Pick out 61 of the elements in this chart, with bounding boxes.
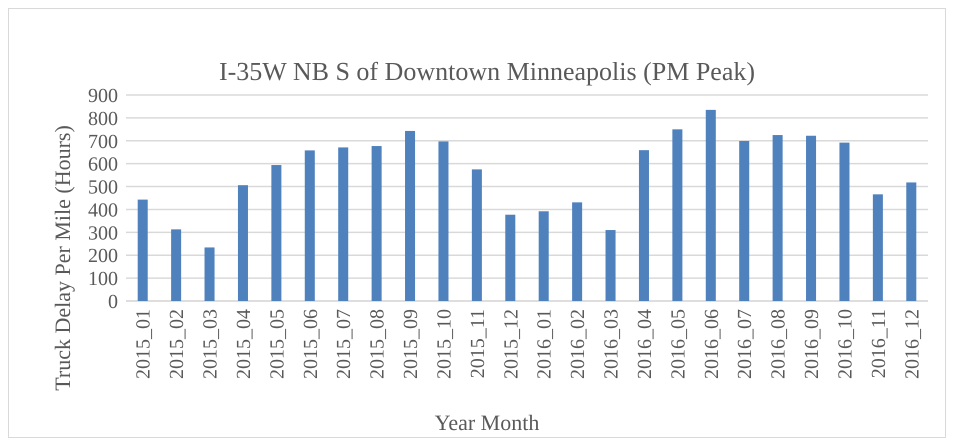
bar [706,110,716,301]
bar [405,130,416,301]
bar [739,141,750,301]
bar [171,229,182,301]
y-tick-label: 300 [88,222,118,244]
bar [872,194,883,301]
bar [672,129,682,301]
bar [472,169,482,301]
x-tick-label: 2015_03 [200,309,222,379]
x-tick-label: 2015_10 [433,309,456,379]
bar [638,150,649,301]
bar [606,230,616,301]
y-tick-label: 100 [88,268,118,290]
x-tick-label: 2015_12 [500,309,522,379]
x-axis-title: Year Month [434,410,540,435]
bar [438,141,448,301]
x-tick-label: 2015_01 [132,309,155,379]
bar [906,182,916,301]
x-tick-label: 2015_05 [266,309,288,379]
bar [204,247,215,301]
y-tick-label: 900 [88,85,118,107]
y-tick-label: 800 [88,108,118,130]
x-tick-label: 2016_05 [667,309,690,379]
x-tick-label: 2016_09 [801,309,824,379]
x-tick-label: 2016_04 [634,309,656,379]
y-tick-label: 500 [88,176,118,199]
x-tick-label: 2015_07 [333,309,356,379]
x-tick-label: 2016_03 [600,309,623,379]
x-tick-label: 2015_02 [166,309,188,379]
x-tick-label: 2016_10 [834,309,856,379]
x-tick-label: 2016_01 [534,309,556,379]
bar [538,211,549,301]
bar [138,200,148,301]
x-tick-label: 2016_08 [768,309,790,379]
x-tick-label: 2015_11 [466,309,489,378]
y-tick-label: 0 [108,291,118,313]
chart-title: I-35W NB S of Downtown Minneapolis (PM Peak) [218,57,756,86]
bar [572,202,582,301]
bar [806,136,816,301]
bar [238,185,248,301]
x-tick-label: 2015_08 [366,309,389,379]
y-tick-label: 700 [88,130,118,153]
x-tick-label: 2016_12 [901,309,924,379]
x-tick-label: 2015_04 [232,309,255,379]
bar [839,142,850,301]
bar [304,150,315,301]
x-tick-label: 2015_06 [300,309,322,379]
x-tick-label: 2016_07 [734,309,756,379]
y-tick-label: 200 [88,245,118,268]
x-tick-label: 2016_11 [868,309,890,378]
x-tick-label: 2015_09 [400,309,422,379]
bar [271,165,282,301]
bar [772,135,783,301]
bar [505,214,516,301]
bar [338,147,348,301]
y-tick-label: 600 [88,154,118,176]
x-tick-label: 2016_02 [567,309,590,379]
bar [372,146,382,301]
y-tick-label: 400 [88,199,118,222]
x-tick-label: 2016_06 [700,309,723,379]
y-axis-title: Truck Delay Per Mile (Hours) [50,125,75,391]
